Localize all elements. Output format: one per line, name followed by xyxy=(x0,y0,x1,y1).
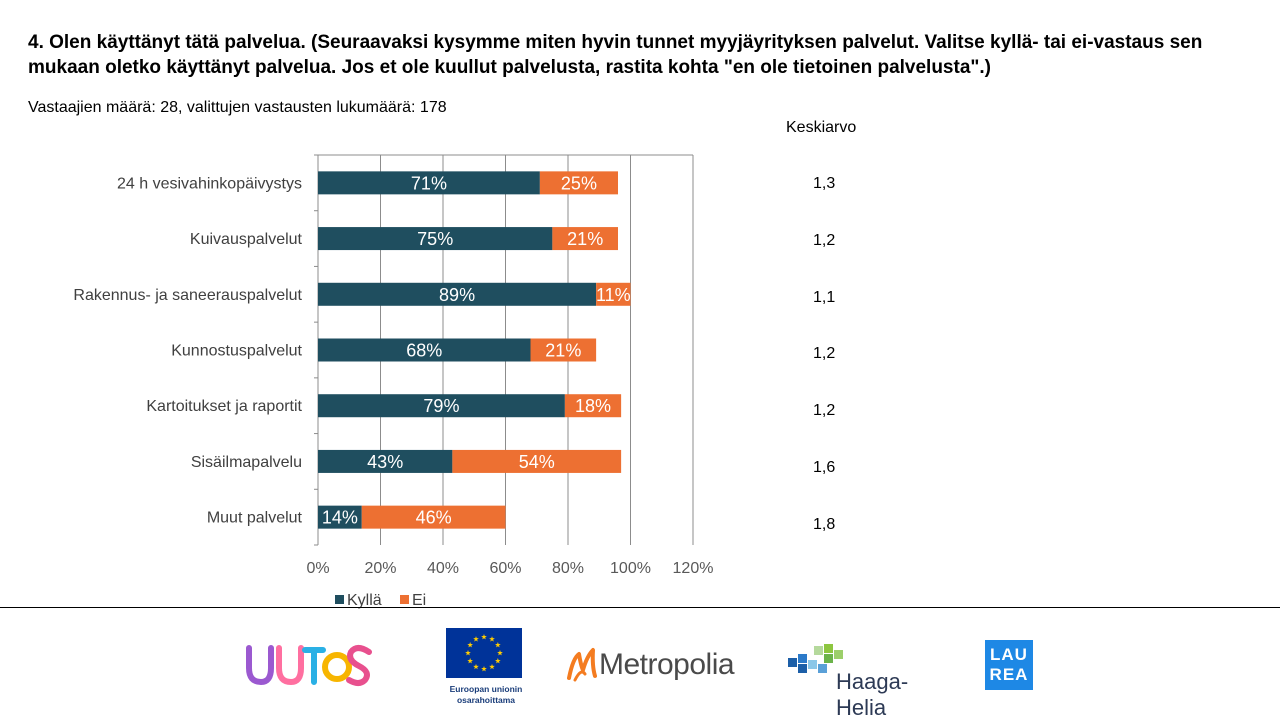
bar-chart: 0% 20% 40% 60% 80% 100% 120% 24 h vesivahinkopä… xyxy=(73,154,714,609)
data-label: 79% xyxy=(423,396,459,416)
bar-ei xyxy=(564,394,622,418)
eu-star-icon xyxy=(467,658,473,664)
x-tick-label: 60% xyxy=(489,560,521,577)
data-label: 75% xyxy=(417,229,453,249)
data-label: 54% xyxy=(519,452,555,472)
uutos-logo xyxy=(245,640,373,690)
bar-kyllä xyxy=(318,338,531,362)
data-label: 21% xyxy=(567,229,603,249)
average-value: 1,6 xyxy=(813,459,836,476)
laurea-line-1: LAU xyxy=(990,645,1028,664)
eu-star-icon xyxy=(473,663,479,670)
category-label: Muut palvelut xyxy=(207,510,303,527)
metropolia-mark-icon xyxy=(567,648,597,682)
page-title: 4. Olen käyttänyt tätä palvelua. (Seuraa… xyxy=(28,32,1203,78)
x-tick-label: 80% xyxy=(552,560,584,577)
category-label: 24 h vesivahinkopäivystys xyxy=(117,175,302,192)
data-label: 25% xyxy=(561,173,597,193)
data-label: 18% xyxy=(575,396,611,416)
average-value: 1,2 xyxy=(813,231,836,249)
eu-caption-line-1: Euroopan unionin xyxy=(449,684,523,694)
legend-swatch xyxy=(400,595,409,604)
bar-kyllä xyxy=(318,449,453,473)
bar-kyllä xyxy=(318,394,565,418)
eu-star-icon xyxy=(481,634,487,640)
average-value: 1,2 xyxy=(813,345,836,363)
bar-ei xyxy=(452,449,622,473)
x-tick-label: 20% xyxy=(364,560,396,577)
metropolia-logo: Metropolia xyxy=(565,640,755,690)
data-label: 46% xyxy=(416,508,452,528)
eu-star-icon xyxy=(489,636,495,642)
data-label: 11% xyxy=(596,285,631,305)
eu-star-icon xyxy=(467,642,473,648)
bar-ei xyxy=(539,171,618,195)
x-tick-label: 100% xyxy=(610,560,651,577)
laurea-line-2: REA xyxy=(989,665,1029,684)
bar-ei xyxy=(552,227,618,251)
eu-star-icon xyxy=(473,636,479,642)
metropolia-wordmark: Metropolia xyxy=(599,648,735,681)
data-label: 71% xyxy=(411,173,447,193)
bar-ei xyxy=(596,282,631,306)
category-label: Sisäilmapalvelu xyxy=(191,454,302,471)
bar-kyllä xyxy=(318,505,362,529)
eu-star-icon xyxy=(465,650,471,656)
legend-label: Kyllä xyxy=(347,592,382,609)
x-tick-label: 0% xyxy=(306,560,329,577)
data-label: 43% xyxy=(367,452,403,472)
legend-label: Ei xyxy=(412,592,426,609)
eu-star-icon xyxy=(495,642,501,648)
respondent-summary: Vastaajien määrä: 28, valittujen vastaus… xyxy=(28,99,447,116)
data-label: 89% xyxy=(439,285,475,305)
bar-kyllä xyxy=(318,171,540,195)
eu-star-icon xyxy=(481,666,487,672)
bar-kyllä xyxy=(318,227,553,251)
bar-ei xyxy=(530,338,597,362)
average-column-header: Keskiarvo xyxy=(786,119,857,136)
category-label: Kuivauspalvelut xyxy=(190,231,303,248)
average-value: 1,3 xyxy=(813,175,836,192)
footer-divider xyxy=(0,607,1280,608)
haaga-helia-logo: Haaga-Helia xyxy=(788,640,953,720)
eu-logo: Euroopan unionin osarahoittama xyxy=(446,628,526,706)
haaga-helia-mark-icon xyxy=(788,644,843,673)
laurea-logo: LAU REA xyxy=(985,640,1033,690)
average-value: 1,2 xyxy=(813,402,836,420)
eu-flag-icon xyxy=(446,628,522,678)
eu-star-icon xyxy=(489,663,495,670)
eu-caption-line-2: osarahoittama xyxy=(456,695,516,705)
x-tick-label: 40% xyxy=(427,560,459,577)
data-label: 68% xyxy=(406,341,442,361)
average-value: 1,8 xyxy=(813,515,836,533)
bar-kyllä xyxy=(318,282,597,306)
haaga-helia-wordmark: Haaga-Helia xyxy=(836,669,909,720)
x-tick-label: 120% xyxy=(673,560,714,577)
data-label: 21% xyxy=(545,341,581,361)
average-value: 1,1 xyxy=(813,288,836,306)
data-label: 14% xyxy=(322,508,358,528)
category-label: Kunnostuspalvelut xyxy=(171,343,302,360)
category-label: Rakennus- ja saneerauspalvelut xyxy=(73,287,302,304)
bar-ei xyxy=(361,505,506,529)
eu-star-icon xyxy=(497,650,503,656)
eu-star-icon xyxy=(495,658,501,664)
category-label: Kartoitukset ja raportit xyxy=(146,398,302,415)
legend-swatch xyxy=(335,595,344,604)
